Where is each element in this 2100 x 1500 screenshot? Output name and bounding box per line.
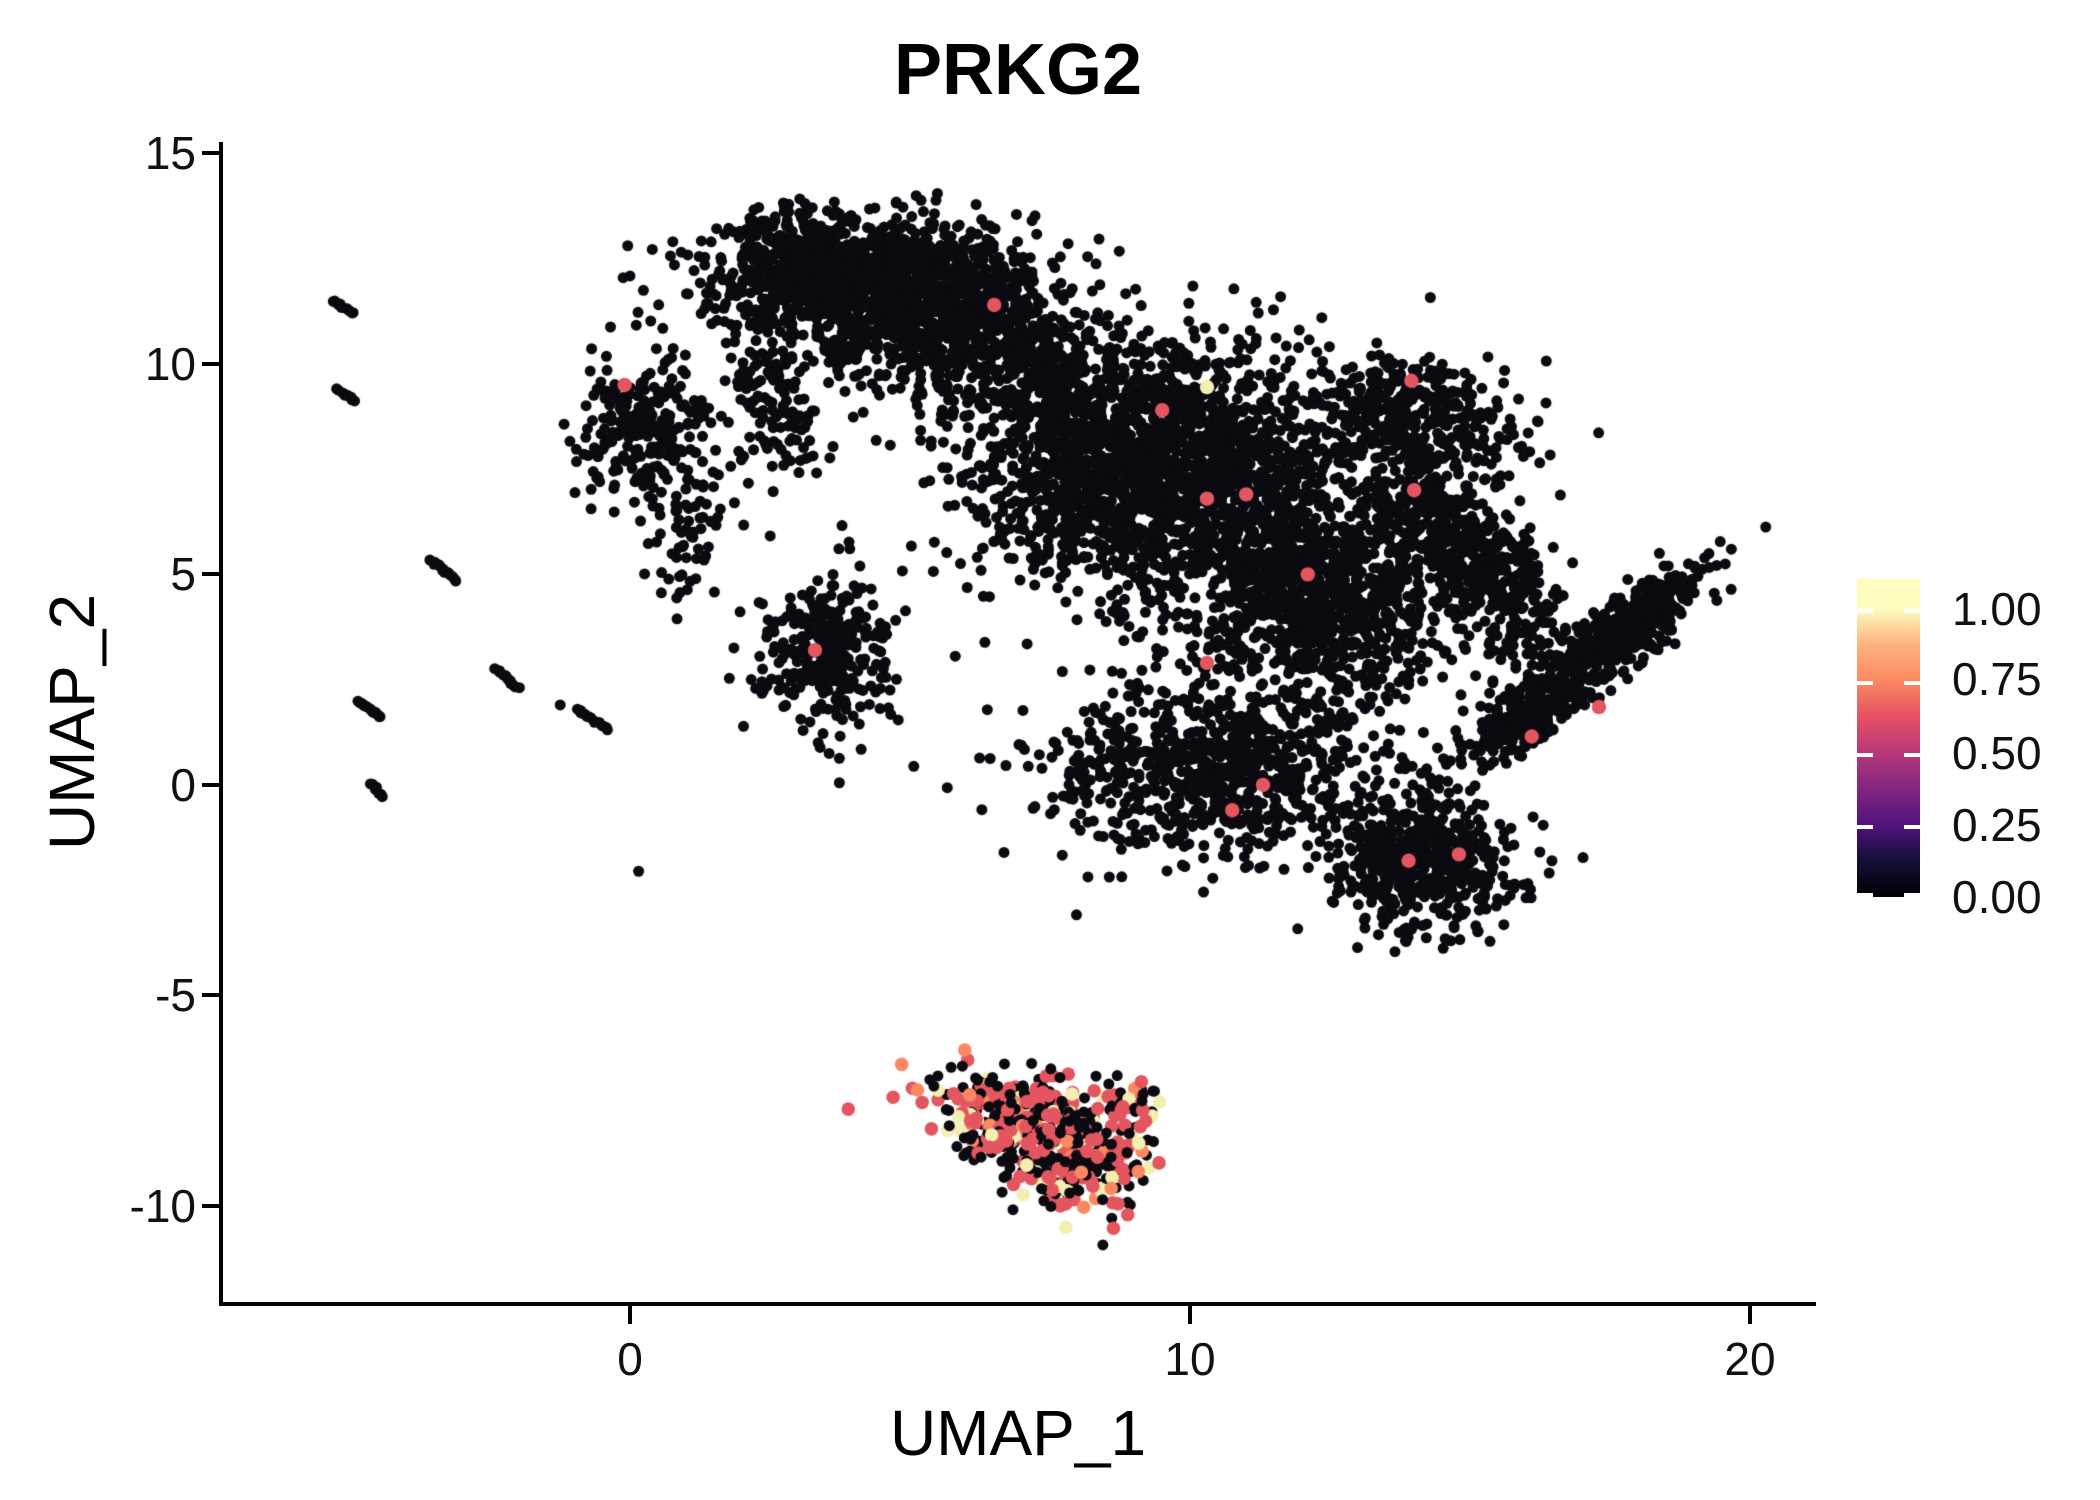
colorbar-tick-mark — [1857, 608, 1873, 613]
y-tick-mark — [202, 1204, 222, 1208]
x-tick-label: 20 — [1724, 1333, 1776, 1385]
colorbar-tick-mark — [1904, 680, 1920, 685]
y-tick-mark — [202, 151, 222, 155]
y-tick-mark — [202, 572, 222, 576]
x-tick-mark — [1188, 1306, 1192, 1324]
colorbar-tick-label: 0.00 — [1952, 871, 2042, 923]
y-axis-title: UMAP_2 — [36, 593, 108, 851]
y-tick-mark — [202, 993, 222, 997]
y-axis-line — [219, 142, 223, 1306]
scatter-canvas — [222, 142, 1814, 1302]
colorbar-tick-label: 0.25 — [1952, 799, 2042, 851]
plot-title: PRKG2 — [893, 30, 1143, 110]
x-axis-title: UMAP_1 — [889, 1397, 1147, 1469]
colorbar-gradient — [1857, 579, 1920, 897]
x-tick-label: 0 — [617, 1333, 643, 1385]
y-tick-mark — [202, 362, 222, 366]
x-tick-label: 10 — [1164, 1333, 1216, 1385]
colorbar-tick-mark — [1904, 824, 1920, 829]
x-axis-line — [219, 1302, 1816, 1306]
colorbar-tick-mark — [1904, 608, 1920, 613]
y-tick-mark — [202, 783, 222, 787]
y-tick-label: -5 — [155, 969, 196, 1021]
colorbar-tick-mark — [1857, 893, 1873, 897]
colorbar-tick-mark — [1904, 752, 1920, 757]
colorbar-tick-mark — [1857, 752, 1873, 757]
colorbar-tick-mark — [1904, 893, 1920, 897]
y-tick-label: 15 — [144, 127, 196, 179]
x-tick-mark — [628, 1306, 632, 1324]
colorbar-tick-label: 0.50 — [1952, 727, 2042, 779]
colorbar-tick-mark — [1857, 680, 1873, 685]
y-tick-label: 5 — [170, 548, 196, 600]
y-tick-label: 0 — [170, 759, 196, 811]
colorbar-tick-mark — [1857, 824, 1873, 829]
y-tick-label: -10 — [129, 1180, 196, 1232]
y-tick-label: 10 — [144, 338, 196, 390]
colorbar-tick-label: 0.75 — [1952, 653, 2042, 705]
x-tick-mark — [1748, 1306, 1752, 1324]
colorbar-tick-label: 1.00 — [1952, 583, 2042, 635]
